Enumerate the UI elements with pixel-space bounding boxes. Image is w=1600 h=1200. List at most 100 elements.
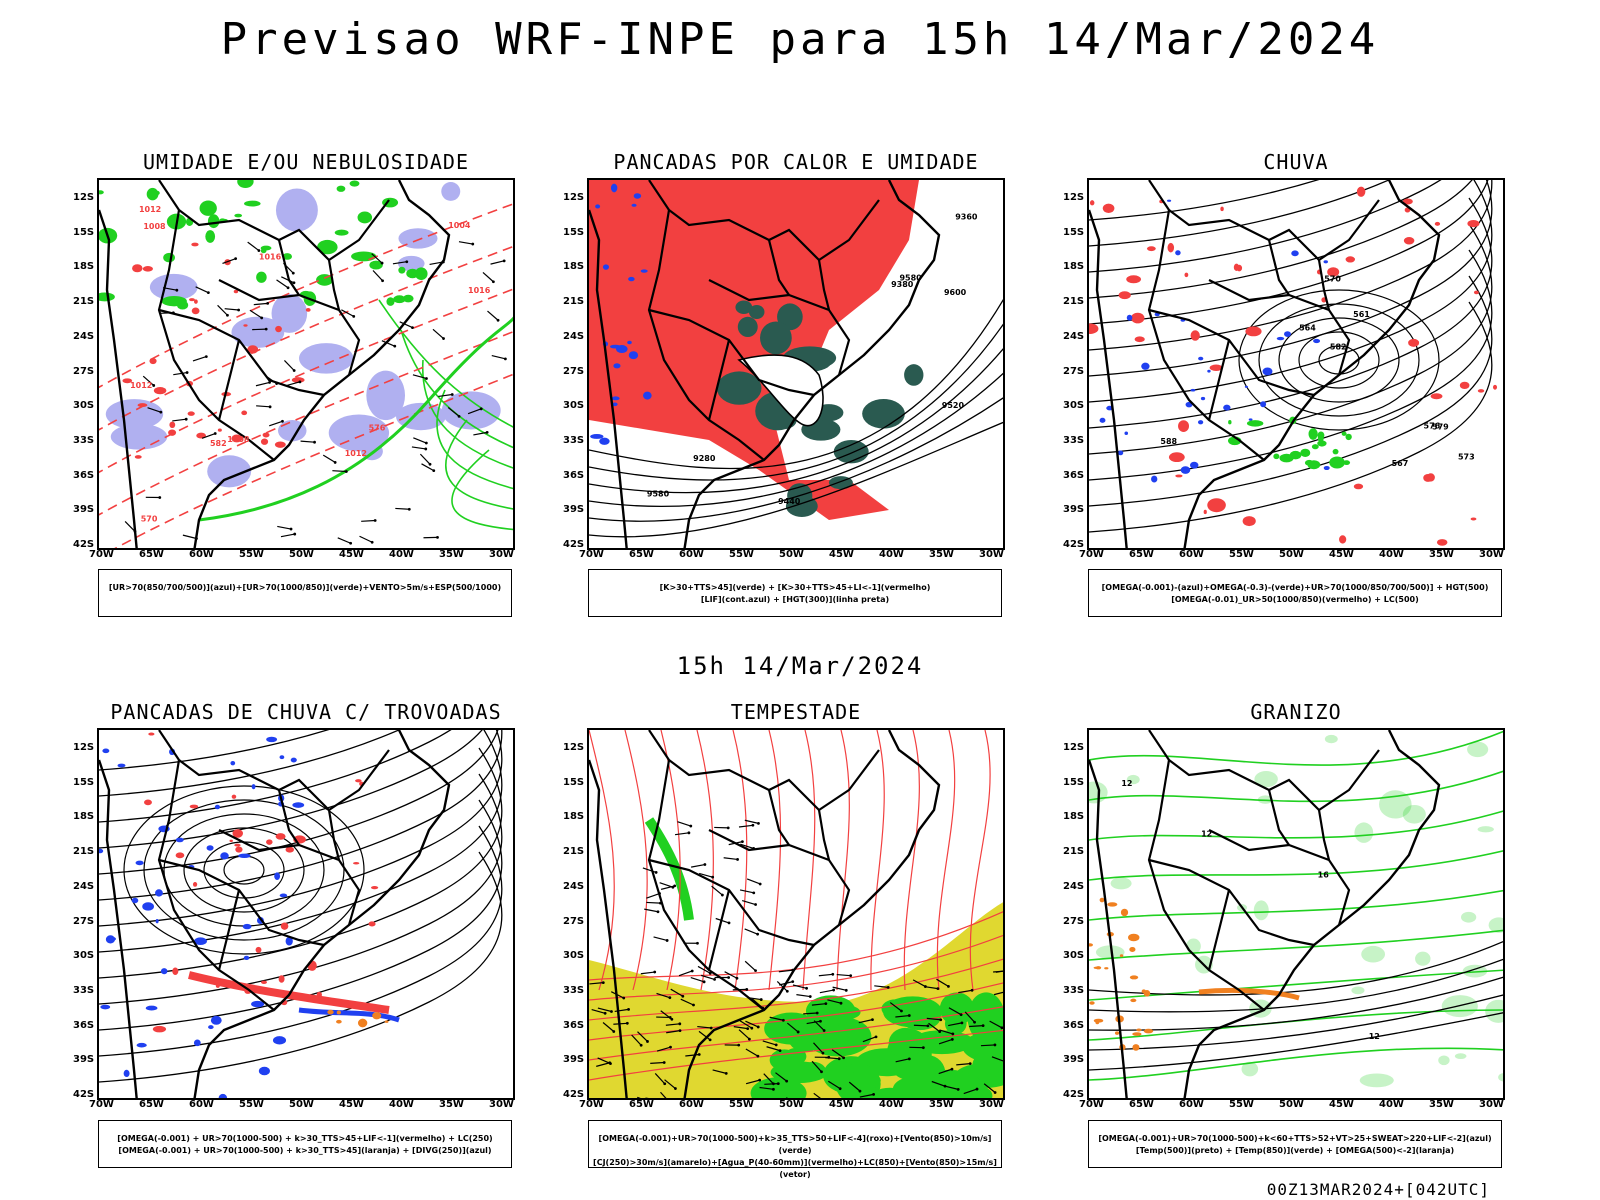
- lat-tick-label: 42S: [1063, 539, 1085, 550]
- lon-tick-label: 40W: [879, 549, 904, 560]
- lat-tick-label: 42S: [73, 1089, 95, 1100]
- lat-tick-label: 21S: [563, 296, 585, 308]
- legend-line: [OMEGA(-0.01)_UR>50(1000/850)(vermelho) …: [1171, 595, 1419, 604]
- lat-tick-label: 33S: [73, 984, 95, 996]
- lat-tick-label: 39S: [563, 1054, 585, 1066]
- lat-tick-label: 27S: [1063, 915, 1085, 927]
- lat-tick-label: 30S: [1063, 950, 1085, 962]
- panel-legend: [OMEGA(-0.001)+UR>70(1000-500)+k>35_TTS>…: [588, 1120, 1002, 1179]
- lat-tick-label: 24S: [563, 330, 585, 342]
- lat-tick-label: 27S: [563, 365, 585, 377]
- lon-tick-label: 60W: [1179, 549, 1204, 560]
- lon-tick-label: 30W: [979, 1099, 1004, 1110]
- contour-label: 12: [1201, 829, 1212, 838]
- panel-legend: [OMEGA(-0.001) + UR>70(1000-500) + k>30_…: [98, 1120, 512, 1168]
- contour-label: 564: [1299, 323, 1316, 332]
- lat-tick-label: 42S: [563, 539, 585, 550]
- legend-line: [OMEGA(-0.001)-(azul)+OMEGA(-0.3)-(verde…: [1101, 583, 1489, 592]
- lon-tick-label: 70W: [579, 1099, 604, 1110]
- legend-line: [CJ(250)>30m/s](amarelo)+[Agua_P(40-60mm…: [593, 1158, 997, 1179]
- contour-label: 1012: [139, 205, 161, 214]
- weather-map: 1008 1012 1012 1004 1016 1012 1016 1008 570 576 58…: [97, 178, 515, 550]
- panel-legend: [K>30+TTS>45](verde) + [K>30+TTS>45+LI<-…: [588, 569, 1002, 617]
- lat-tick-label: 30S: [73, 950, 95, 962]
- lon-tick-label: 55W: [1229, 1099, 1254, 1110]
- panel-title: PANCADAS POR CALOR E UMIDADE: [613, 150, 979, 174]
- lat-tick-label: 12S: [1063, 742, 1085, 753]
- lat-tick-label: 36S: [73, 1019, 95, 1031]
- lon-tick-label: 60W: [679, 1099, 704, 1110]
- main-title: Previsao WRF-INPE para 15h 14/Mar/2024: [220, 14, 1380, 65]
- lon-tick-label: 65W: [629, 549, 654, 560]
- lon-tick-label: 45W: [1329, 549, 1354, 560]
- lat-tick-label: 30S: [73, 400, 95, 412]
- contour-label: 576: [369, 424, 386, 433]
- lon-tick-label: 65W: [1129, 1099, 1154, 1110]
- lat-tick-label: 27S: [1063, 365, 1085, 377]
- lon-tick-label: 30W: [1479, 549, 1504, 560]
- legend-line: [OMEGA(-0.001)+UR>70(1000-500)+k<60+TTS>…: [1098, 1134, 1492, 1143]
- lon-tick-label: 65W: [139, 549, 164, 560]
- lon-tick-label: 45W: [339, 1099, 364, 1110]
- contour-label: 1012: [130, 381, 152, 390]
- lat-tick-label: 12S: [563, 742, 585, 753]
- lon-tick-label: 30W: [489, 549, 514, 560]
- lon-tick-label: 50W: [289, 549, 314, 560]
- lon-tick-label: 65W: [629, 1099, 654, 1110]
- lon-tick-label: 60W: [189, 1099, 214, 1110]
- lat-tick-label: 24S: [1063, 330, 1085, 342]
- lon-tick-label: 50W: [289, 1099, 314, 1110]
- lon-tick-label: 65W: [139, 1099, 164, 1110]
- lon-tick-label: 55W: [729, 549, 754, 560]
- legend-line: [K>30+TTS>45](verde) + [K>30+TTS>45+LI<-…: [659, 583, 931, 592]
- contour-label: 576: [1424, 421, 1441, 430]
- panel-legend: [UR>70(850/700/500)](azul)+[UR>70(1000/8…: [98, 569, 512, 617]
- lat-tick-label: 24S: [1063, 880, 1085, 892]
- lat-tick-label: 27S: [73, 365, 95, 377]
- lat-tick-label: 12S: [563, 192, 585, 203]
- contour-label: 1008: [227, 435, 250, 444]
- lat-tick-label: 15S: [1063, 226, 1085, 238]
- panel-title: CHUVA: [1263, 150, 1329, 174]
- contour-label: 9580: [647, 489, 670, 498]
- lat-tick-label: 42S: [1063, 1089, 1085, 1100]
- lon-tick-label: 65W: [1129, 549, 1154, 560]
- panel-title: GRANIZO: [1250, 700, 1342, 724]
- contour-label: 582: [1330, 342, 1347, 351]
- contour-label: 9280: [693, 454, 716, 463]
- lat-tick-label: 15S: [73, 226, 95, 238]
- panel-title: TEMPESTADE: [730, 700, 862, 724]
- contour-label: 570: [141, 514, 158, 523]
- contour-label: 12: [1369, 1032, 1380, 1041]
- lat-tick-label: 36S: [1063, 469, 1085, 481]
- contour-label: 561: [1353, 310, 1370, 319]
- lon-tick-label: 40W: [1379, 549, 1404, 560]
- contour-label: 9520: [942, 401, 965, 410]
- lat-tick-label: 33S: [563, 984, 585, 996]
- contour-label: 1016: [468, 286, 491, 295]
- lon-tick-label: 40W: [1379, 1099, 1404, 1110]
- lon-tick-label: 50W: [1279, 549, 1304, 560]
- contour-label: 9380: [891, 280, 914, 289]
- lat-tick-label: 18S: [1063, 811, 1085, 823]
- lon-tick-label: 60W: [679, 549, 704, 560]
- lat-tick-label: 21S: [563, 846, 585, 858]
- lon-tick-label: 45W: [1329, 1099, 1354, 1110]
- lon-tick-label: 55W: [729, 1099, 754, 1110]
- lat-tick-label: 33S: [1063, 984, 1085, 996]
- lat-tick-label: 33S: [1063, 434, 1085, 446]
- legend-line: [OMEGA(-0.001) + UR>70(1000-500) + k>30_…: [117, 1134, 493, 1143]
- contour-label: 582: [210, 439, 227, 448]
- lon-tick-label: 50W: [779, 549, 804, 560]
- lon-tick-label: 35W: [929, 549, 954, 560]
- lat-tick-label: 36S: [1063, 1019, 1085, 1031]
- lon-tick-label: 35W: [1429, 549, 1454, 560]
- contour-label: 12: [1121, 779, 1132, 788]
- lon-tick-label: 55W: [239, 549, 264, 560]
- lon-tick-label: 70W: [1079, 1099, 1104, 1110]
- contour-label: 9360: [955, 212, 978, 221]
- lon-tick-label: 30W: [489, 1099, 514, 1110]
- lon-tick-label: 60W: [189, 549, 214, 560]
- lon-tick-label: 35W: [929, 1099, 954, 1110]
- model-run-label: 00Z13MAR2024+[042UTC]: [1266, 1180, 1490, 1199]
